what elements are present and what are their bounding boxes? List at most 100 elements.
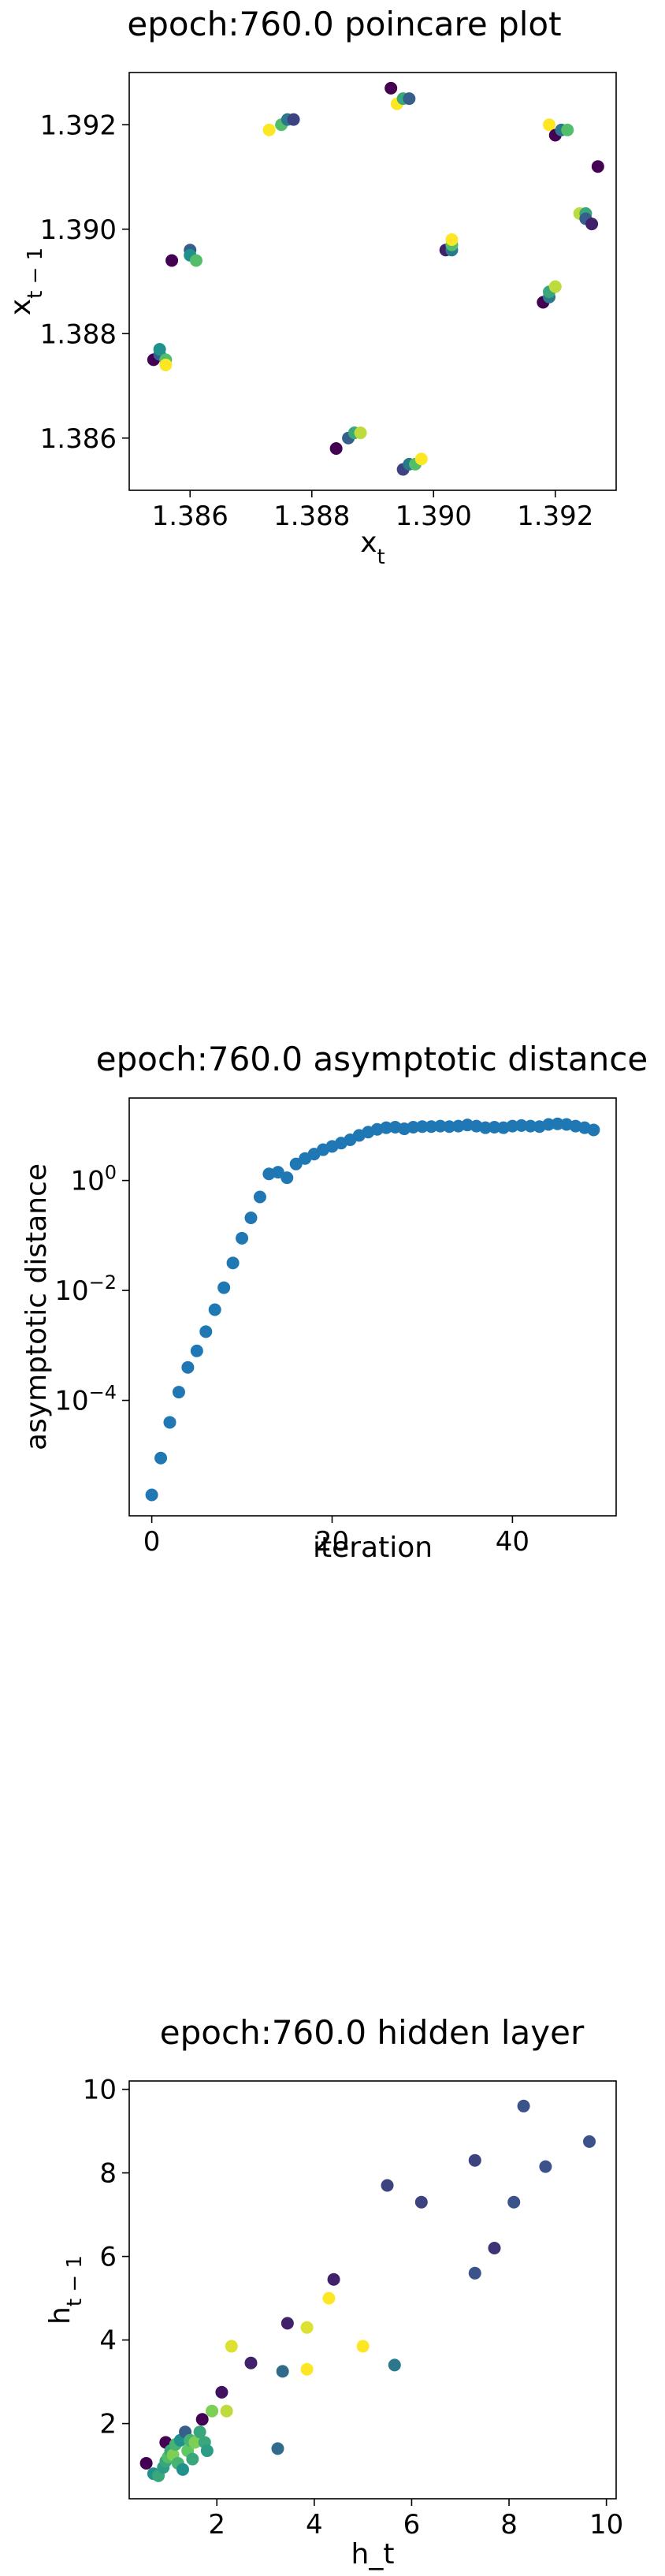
data-point	[445, 233, 459, 246]
data-point	[414, 2195, 428, 2209]
data-point	[244, 1212, 258, 1225]
data-point	[280, 1171, 294, 1185]
data-point	[407, 1120, 420, 1134]
y-tick-label: 4	[99, 2325, 117, 2357]
data-point	[200, 2444, 214, 2458]
data-point	[356, 2340, 370, 2353]
data-point	[153, 343, 166, 356]
data-point	[220, 2404, 233, 2418]
x-tick-label: 1.388	[273, 501, 350, 532]
y-axis-label: xt − 1	[5, 248, 47, 315]
data-point	[186, 2452, 199, 2466]
data-point	[253, 1190, 266, 1204]
chart-title: epoch:760.0 asymptotic distance	[96, 1040, 648, 1078]
data-point	[271, 1166, 284, 1179]
y-axis-label: ht − 1	[44, 2255, 87, 2325]
data-point	[425, 1120, 438, 1134]
y-tick-label: 100	[70, 1162, 117, 1197]
data-point	[443, 1120, 456, 1134]
data-point	[300, 2362, 314, 2376]
y-tick-label: 2	[99, 2409, 117, 2440]
y-tick-label: 10	[83, 2075, 117, 2106]
data-point	[322, 2291, 336, 2305]
y-tick-label: 1.388	[40, 318, 117, 350]
data-point	[488, 2242, 501, 2254]
asymptotic-distance-plot: epoch:760.0 asymptotic distance 0 20 40 10−…	[20, 1040, 648, 1564]
data-point	[189, 254, 202, 267]
x-axis-label: h_t	[351, 2538, 395, 2570]
data-point	[172, 1386, 185, 1399]
data-point	[479, 1121, 492, 1134]
data-point	[190, 1344, 203, 1357]
data-point	[583, 2135, 596, 2148]
x-tick-label: 2	[208, 2509, 225, 2541]
data-point	[433, 1119, 447, 1133]
data-point	[561, 123, 574, 136]
x-tick-label: 4	[306, 2509, 323, 2541]
plot-frame	[128, 1097, 617, 1517]
data-point	[517, 2099, 530, 2113]
data-point	[548, 280, 562, 293]
data-point	[289, 1157, 303, 1171]
data-point	[181, 1361, 195, 1374]
data-point	[551, 1117, 564, 1130]
data-point	[543, 118, 556, 132]
data-point	[524, 1119, 537, 1133]
x-tick-label: 1.390	[396, 501, 472, 532]
data-point	[244, 2356, 258, 2369]
data-point	[591, 160, 604, 173]
data-point	[139, 2456, 153, 2470]
data-point	[165, 254, 179, 267]
data-point	[403, 92, 416, 106]
hidden-layer-plot: epoch:760.0 hidden layer 2 4 6 8 10 2 4 6 8 10 h_…	[44, 2013, 623, 2570]
data-point	[208, 1303, 221, 1316]
data-point	[236, 1231, 249, 1245]
data-point	[145, 1488, 158, 1502]
data-point	[468, 2266, 481, 2280]
data-point	[488, 1120, 501, 1134]
y-tick-label: 1.390	[40, 214, 117, 246]
data-point	[215, 2385, 228, 2399]
data-point	[587, 1123, 600, 1137]
data-point	[195, 2413, 209, 2426]
x-tick-label: 20	[315, 1526, 349, 1558]
poincare-plot: epoch:760.0 poincare plot 1.386 1.388 1.39…	[5, 5, 617, 569]
x-tick-label: 6	[403, 2509, 421, 2541]
data-point	[380, 1121, 393, 1134]
data-point	[193, 2425, 206, 2439]
x-tick-label: 0	[143, 1526, 161, 1558]
data-point	[176, 2462, 189, 2476]
y-axis-label: asymptotic distance	[20, 1163, 53, 1450]
y-tick-label: 1.392	[40, 110, 117, 141]
plot-frame	[128, 2080, 617, 2500]
data-point	[515, 1119, 528, 1132]
data-point	[226, 1256, 240, 1270]
data-point	[507, 2195, 521, 2209]
data-point	[385, 81, 398, 95]
y-tick-label: 8	[99, 2158, 117, 2190]
data-point	[199, 1325, 213, 1338]
data-point	[542, 1118, 555, 1131]
x-tick-label: 40	[496, 1526, 529, 1558]
y-tick-label: 10−2	[54, 1271, 117, 1307]
data-point	[327, 2273, 340, 2286]
data-point	[468, 2153, 481, 2167]
y-tick-label: 10−4	[54, 1382, 117, 1417]
x-axis-label: iteration	[313, 1532, 433, 1564]
data-point	[300, 2321, 314, 2334]
chart-title: epoch:760.0 poincare plot	[127, 5, 561, 43]
data-point	[354, 426, 367, 440]
data-point	[381, 2179, 394, 2192]
data-point	[217, 1281, 231, 1294]
data-point	[585, 218, 599, 231]
x-tick-label: 10	[589, 2509, 623, 2541]
data-point	[329, 442, 343, 455]
data-point	[188, 2436, 202, 2449]
data-point	[225, 2340, 238, 2353]
x-tick-label: 1.392	[517, 501, 593, 532]
data-point	[539, 2160, 552, 2173]
x-tick-label: 8	[500, 2509, 518, 2541]
data-point	[262, 123, 276, 136]
data-point	[163, 1416, 176, 1429]
